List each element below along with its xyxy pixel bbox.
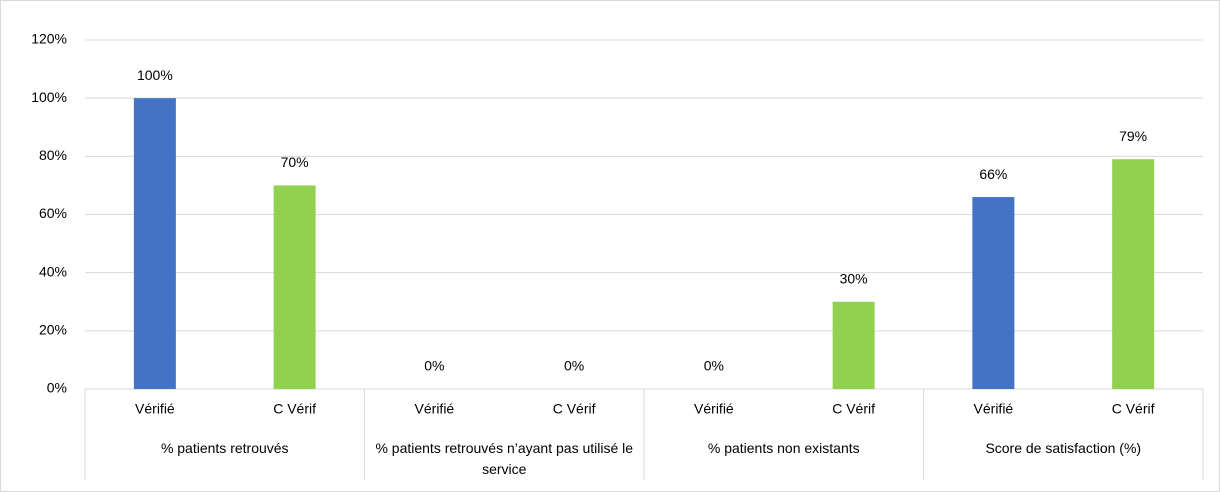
data-label: 70% [281,154,309,170]
x-tick-label: Vérifié [415,401,455,417]
bar [1112,159,1155,389]
data-label: 0% [564,358,584,374]
group-label-box: % patients retrouvés n’ayant pas utilisé… [375,440,634,477]
group-label: Score de satisfaction (%) [985,440,1142,456]
data-label: 100% [137,67,173,83]
x-tick-label: C Vérif [1112,401,1155,417]
y-tick-label: 60% [39,205,67,221]
x-tick-label: C Vérif [832,401,875,417]
y-tick-label: 0% [47,380,67,396]
bar [133,98,176,390]
x-tick-label: Vérifié [694,401,734,417]
x-tick-label: Vérifié [135,401,175,417]
x-tick-label: C Vérif [553,401,596,417]
group-label-box: % patients non existants [707,440,860,456]
bar [972,197,1015,389]
data-label: 0% [704,358,724,374]
y-tick-label: 40% [39,263,67,279]
y-tick-label: 80% [39,147,67,163]
group-label-box: Score de satisfaction (%) [985,440,1142,456]
data-label: 79% [1119,128,1147,144]
y-tick-label: 120% [31,31,67,47]
bar [832,301,875,389]
y-tick-label: 100% [31,89,67,105]
bar [273,185,316,389]
x-tick-label: C Vérif [273,401,316,417]
data-label: 66% [979,166,1007,182]
data-label: 0% [424,358,444,374]
group-label-box: % patients retrouvés [160,440,289,456]
x-tick-label: Vérifié [974,401,1014,417]
group-label: % patients retrouvés n’ayant pas utilisé… [375,440,634,477]
data-label: 30% [840,270,868,286]
group-label: % patients retrouvés [160,440,289,456]
group-label: % patients non existants [707,440,860,456]
y-tick-label: 20% [39,322,67,338]
